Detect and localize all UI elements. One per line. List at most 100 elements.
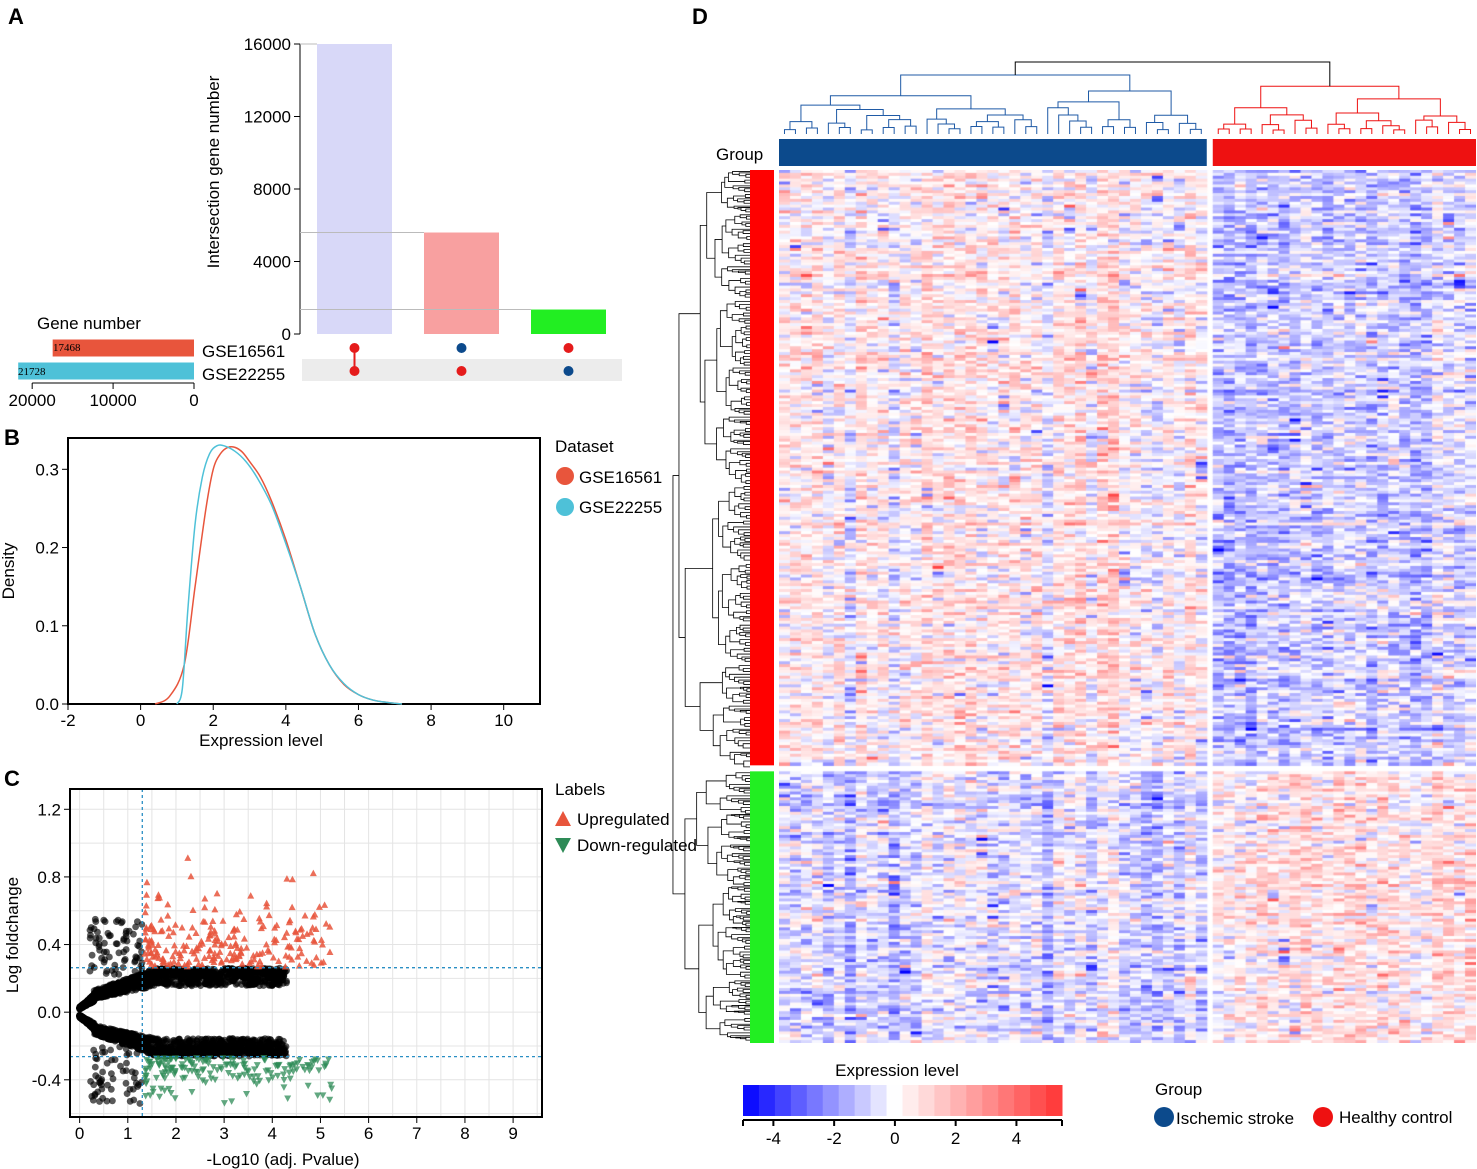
d-row-dend-link bbox=[730, 431, 735, 442]
a-matrix-dot bbox=[563, 366, 574, 376]
c-point-ns bbox=[193, 979, 201, 987]
d-row-dend-link bbox=[725, 774, 736, 787]
b-x-tick-label: 0 bbox=[136, 711, 145, 730]
d-row-dend-link bbox=[743, 532, 750, 536]
d-row-dend-link bbox=[746, 380, 750, 385]
d-row-dend-link bbox=[740, 257, 750, 263]
c-point-upregulated bbox=[280, 933, 288, 941]
c-point-ns bbox=[114, 916, 122, 924]
c-point-upregulated bbox=[243, 944, 251, 951]
c-point-ns bbox=[132, 986, 140, 994]
c-point-ns bbox=[212, 1036, 220, 1043]
d-row-dend-link bbox=[744, 896, 750, 901]
c-point-ns bbox=[155, 1036, 163, 1044]
d-row-dend-link bbox=[743, 681, 750, 685]
c-point-upregulated bbox=[286, 916, 294, 924]
c-point-downregulated bbox=[171, 1067, 179, 1075]
d-col-dend-link bbox=[986, 114, 1024, 122]
c-point-ns bbox=[93, 1026, 101, 1033]
c-point-ns bbox=[196, 971, 204, 979]
c-point-upregulated bbox=[218, 940, 226, 947]
c-x-tick-label: 2 bbox=[171, 1124, 180, 1143]
d-row-dend-link bbox=[743, 441, 750, 445]
panel-label-c: C bbox=[4, 766, 20, 791]
c-point-upregulated bbox=[196, 941, 204, 948]
d-colorbar-segment bbox=[1046, 1085, 1063, 1116]
d-row-dend-link bbox=[744, 350, 750, 354]
d-row-dend-link bbox=[730, 844, 750, 848]
c-point-ns bbox=[104, 1031, 111, 1039]
d-row-dend-link bbox=[738, 270, 750, 273]
c-point-ns bbox=[121, 957, 128, 965]
c-point-downregulated bbox=[171, 1095, 179, 1102]
d-row-dend-link bbox=[729, 783, 750, 790]
c-point-downregulated bbox=[327, 1081, 335, 1089]
b-x-tick-label: 10 bbox=[494, 711, 513, 730]
c-point-upregulated bbox=[259, 922, 267, 930]
c-point-upregulated bbox=[219, 917, 227, 924]
d-row-dend-link bbox=[743, 497, 750, 502]
d-row-dend-link bbox=[730, 540, 738, 554]
d-row-dend-link bbox=[740, 474, 746, 483]
d-row-dend-link bbox=[696, 791, 708, 846]
c-point-upregulated bbox=[143, 955, 151, 963]
d-row-dend-link bbox=[743, 760, 750, 768]
d-gene-cluster-down bbox=[750, 771, 774, 1043]
b-x-tick-label: -2 bbox=[60, 711, 75, 730]
c-point-ns bbox=[95, 943, 103, 950]
d-row-dend-link bbox=[743, 555, 750, 561]
c-point-ns bbox=[107, 932, 114, 939]
d-row-dend-link bbox=[740, 327, 747, 334]
d-row-dend-link bbox=[728, 705, 750, 711]
c-point-ns bbox=[147, 1043, 155, 1051]
d-col-dend-link bbox=[1305, 127, 1318, 134]
c-point-upregulated bbox=[188, 924, 196, 931]
d-row-dend-link bbox=[739, 290, 746, 297]
c-point-upregulated bbox=[275, 957, 283, 964]
c-point-downregulated bbox=[243, 1091, 251, 1098]
c-point-upregulated bbox=[211, 905, 219, 913]
c-point-downregulated bbox=[194, 1073, 202, 1081]
c-x-tick-label: 9 bbox=[508, 1124, 517, 1143]
c-point-upregulated bbox=[218, 957, 226, 965]
c-point-ns bbox=[138, 959, 146, 967]
b-y-tick-label: 0.1 bbox=[35, 617, 59, 636]
d-row-dend-link bbox=[733, 195, 746, 201]
d-row-dend-link bbox=[730, 649, 745, 657]
d-col-dend-link bbox=[1234, 107, 1288, 125]
d-row-dend-link bbox=[725, 667, 740, 678]
c-point-upregulated bbox=[141, 908, 149, 916]
c-legend-title: Labels bbox=[555, 780, 605, 799]
c-point-upregulated bbox=[297, 949, 305, 957]
c-point-downregulated bbox=[326, 1096, 334, 1104]
c-point-ns bbox=[91, 1091, 99, 1099]
d-row-dend-link bbox=[745, 337, 750, 341]
c-point-ns bbox=[99, 1028, 106, 1036]
c-point-upregulated bbox=[230, 932, 238, 940]
c-point-upregulated bbox=[247, 892, 255, 899]
c-point-upregulated bbox=[208, 956, 216, 964]
c-point-ns bbox=[168, 980, 176, 988]
c-y-tick-label: 0.8 bbox=[37, 868, 61, 887]
c-point-ns bbox=[261, 1049, 269, 1057]
c-point-upregulated bbox=[255, 914, 263, 922]
d-row-dend-link bbox=[746, 688, 750, 693]
c-point-ns bbox=[138, 921, 146, 928]
d-row-dend-link bbox=[712, 903, 724, 947]
c-point-upregulated bbox=[319, 958, 327, 965]
d-row-dend-link bbox=[743, 410, 750, 415]
d-row-dend-link bbox=[743, 249, 750, 253]
d-row-dend-link bbox=[743, 830, 750, 834]
d-col-dend-link bbox=[827, 122, 846, 134]
c-plot-frame bbox=[69, 788, 543, 1118]
d-row-dend-link bbox=[745, 223, 750, 227]
d-row-dendrogram bbox=[672, 171, 750, 1041]
d-row-dend-link bbox=[728, 673, 750, 680]
c-point-upregulated bbox=[295, 962, 303, 969]
c-point-upregulated bbox=[214, 952, 222, 959]
c-point-upregulated bbox=[165, 932, 173, 939]
d-col-dend-link bbox=[1080, 126, 1093, 134]
c-point-upregulated bbox=[201, 903, 209, 911]
d-row-dend-link bbox=[725, 963, 741, 975]
c-point-ns bbox=[111, 985, 119, 992]
